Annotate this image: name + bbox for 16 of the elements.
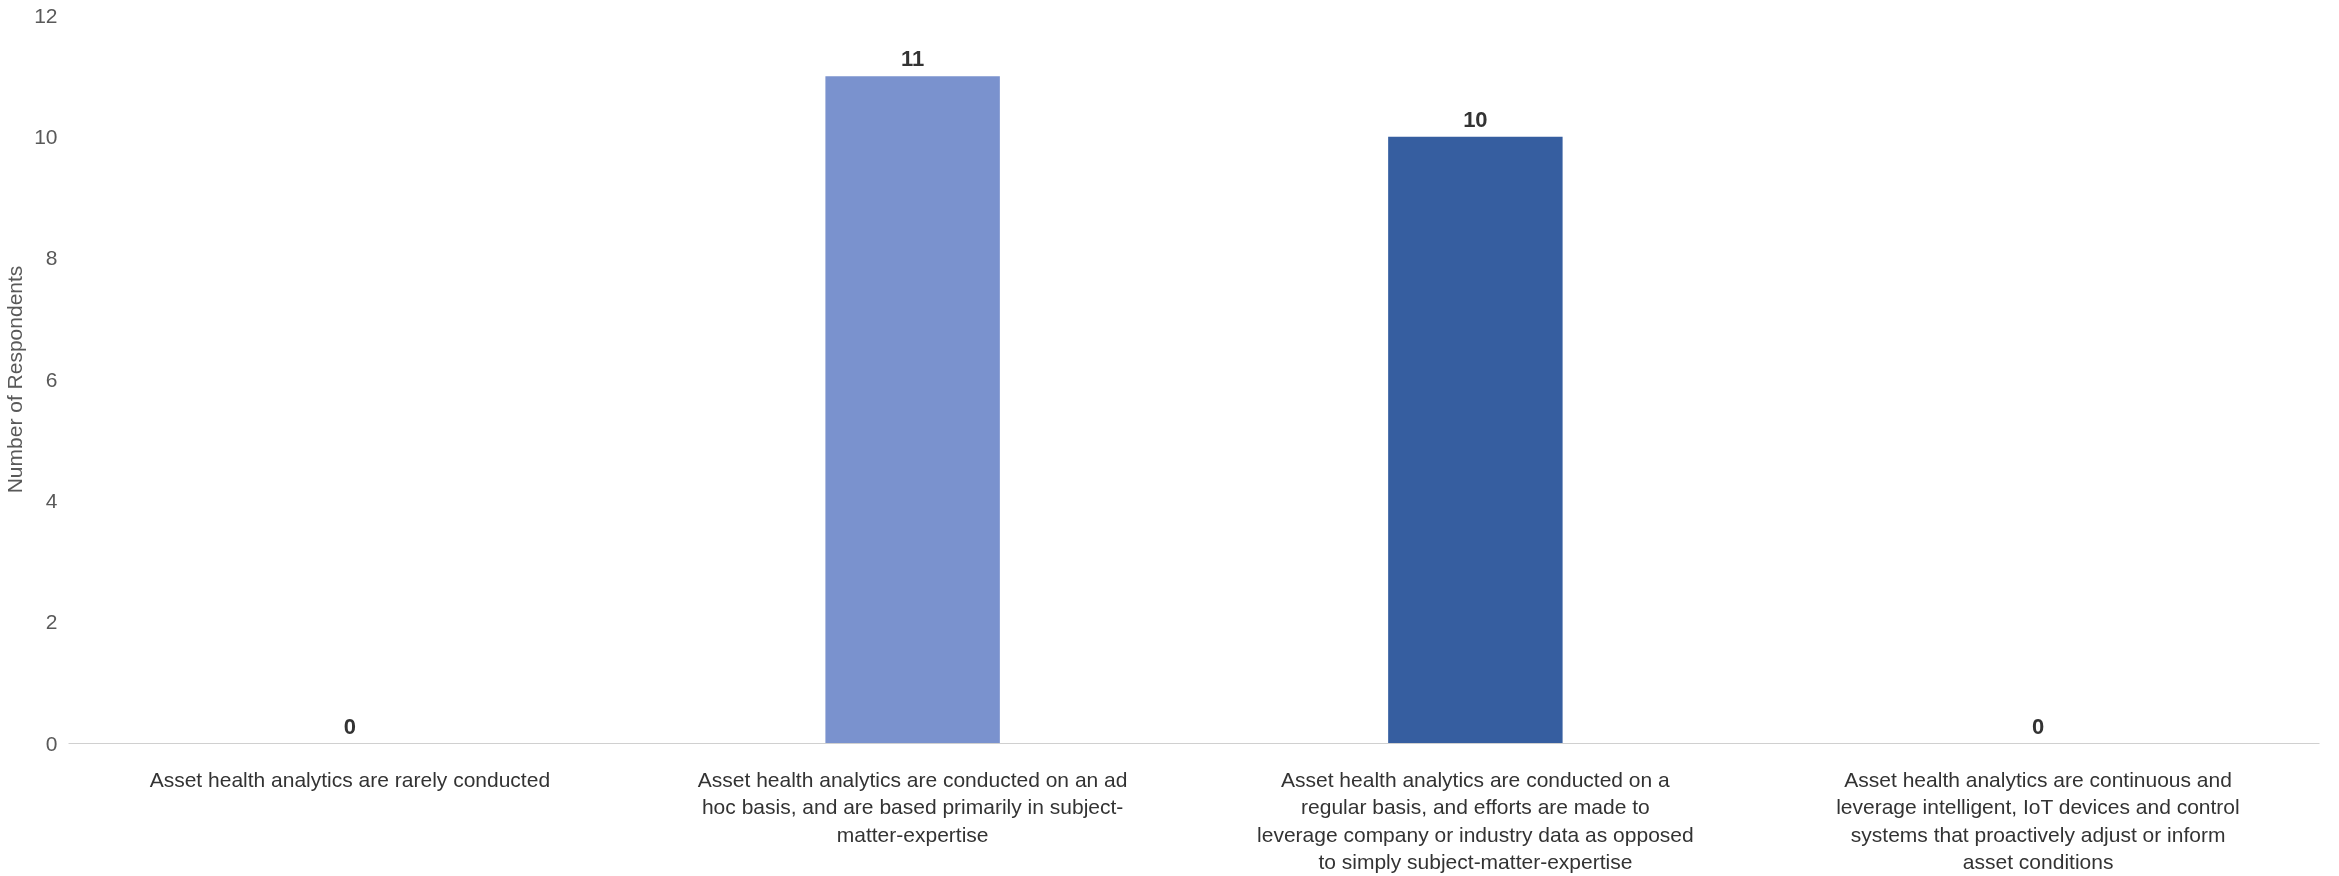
- y-tick-label: 0: [45, 731, 58, 755]
- x-tick-label: Asset health analytics are continuous and leverage intelligent, IoT devices and control systems that proactively adjust or inform asset conditions: [1836, 767, 2240, 874]
- x-tick-label: Asset health analytics are rarely conducted: [149, 767, 551, 791]
- data-label: 0: [343, 713, 357, 739]
- y-axis-title: Number of Respondents: [3, 265, 27, 494]
- data-label: 10: [1463, 106, 1488, 132]
- y-tick-label: 6: [45, 367, 58, 391]
- y-tick-label: 8: [45, 246, 58, 270]
- y-tick-label: 4: [45, 488, 58, 512]
- data-label: 11: [901, 46, 925, 72]
- y-tick-label: 10: [34, 124, 58, 148]
- x-tick-label: Asset health analytics are conducted on an ad hoc basis, and are based primarily in subject-matter-expertise: [697, 767, 1128, 846]
- data-label: 0: [2032, 713, 2045, 739]
- y-tick-label: 12: [34, 3, 58, 27]
- y-tick-label: 2: [45, 610, 58, 634]
- x-tick-label: Asset health analytics are conducted on a regular basis, and efforts are made to leverage company or industry data as opposed to simply subject-matter-expertise: [1257, 767, 1694, 874]
